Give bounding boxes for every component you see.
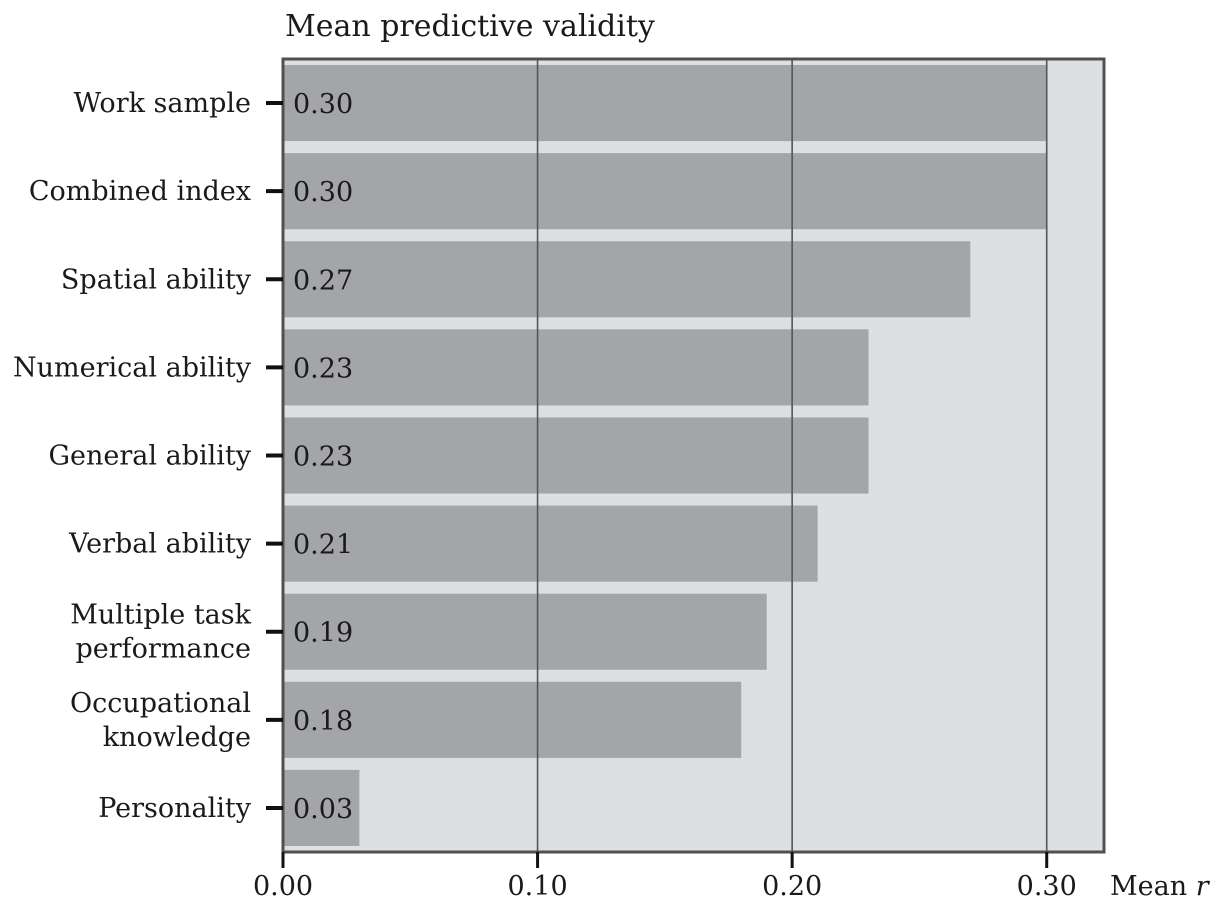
- x-tick-label: 0.30: [1017, 871, 1077, 902]
- value-label: 0.30: [293, 89, 353, 120]
- x-axis-label: Mean r: [1110, 871, 1211, 902]
- bar: [283, 593, 767, 670]
- value-label: 0.23: [293, 353, 353, 384]
- value-label: 0.18: [293, 706, 353, 737]
- value-label: 0.30: [293, 177, 353, 208]
- value-labels: 0.30 0.30 0.27 0.23 0.23 0.21 0.19 0.18 0.03: [293, 89, 353, 825]
- category-label: Combined index: [29, 176, 251, 207]
- value-label: 0.23: [293, 442, 353, 473]
- category-label: Multiple task performance: [70, 600, 251, 665]
- category-label: Numerical ability: [13, 352, 252, 383]
- category-label: Verbal ability: [68, 529, 252, 560]
- value-label: 0.27: [293, 265, 353, 296]
- y-axis: Work sample Combined index Spatial ability…: [13, 88, 283, 824]
- bars-layer: [283, 65, 1047, 846]
- chart-title: Mean predictive validity: [285, 9, 655, 44]
- category-label: Occupational knowledge: [70, 688, 251, 753]
- x-axis: 0.00 0.10 0.20 0.30: [253, 852, 1077, 902]
- value-label: 0.03: [293, 794, 353, 825]
- category-label: Spatial ability: [61, 264, 252, 295]
- bar: [283, 65, 1047, 142]
- category-label: Work sample: [74, 88, 251, 119]
- bar: [283, 505, 818, 582]
- value-label: 0.19: [293, 618, 353, 649]
- bar: [283, 329, 869, 406]
- x-tick-label: 0.20: [762, 871, 822, 902]
- bar: [283, 241, 971, 318]
- bar: [283, 153, 1047, 230]
- value-label: 0.21: [293, 530, 353, 561]
- gridlines: [536, 59, 1048, 852]
- x-tick-label: 0.00: [253, 871, 313, 902]
- category-label: General ability: [48, 441, 251, 472]
- bar: [283, 769, 360, 846]
- x-tick-label: 0.10: [508, 871, 568, 902]
- bar: [283, 681, 742, 758]
- bar: [283, 417, 869, 494]
- category-label: Personality: [98, 793, 252, 824]
